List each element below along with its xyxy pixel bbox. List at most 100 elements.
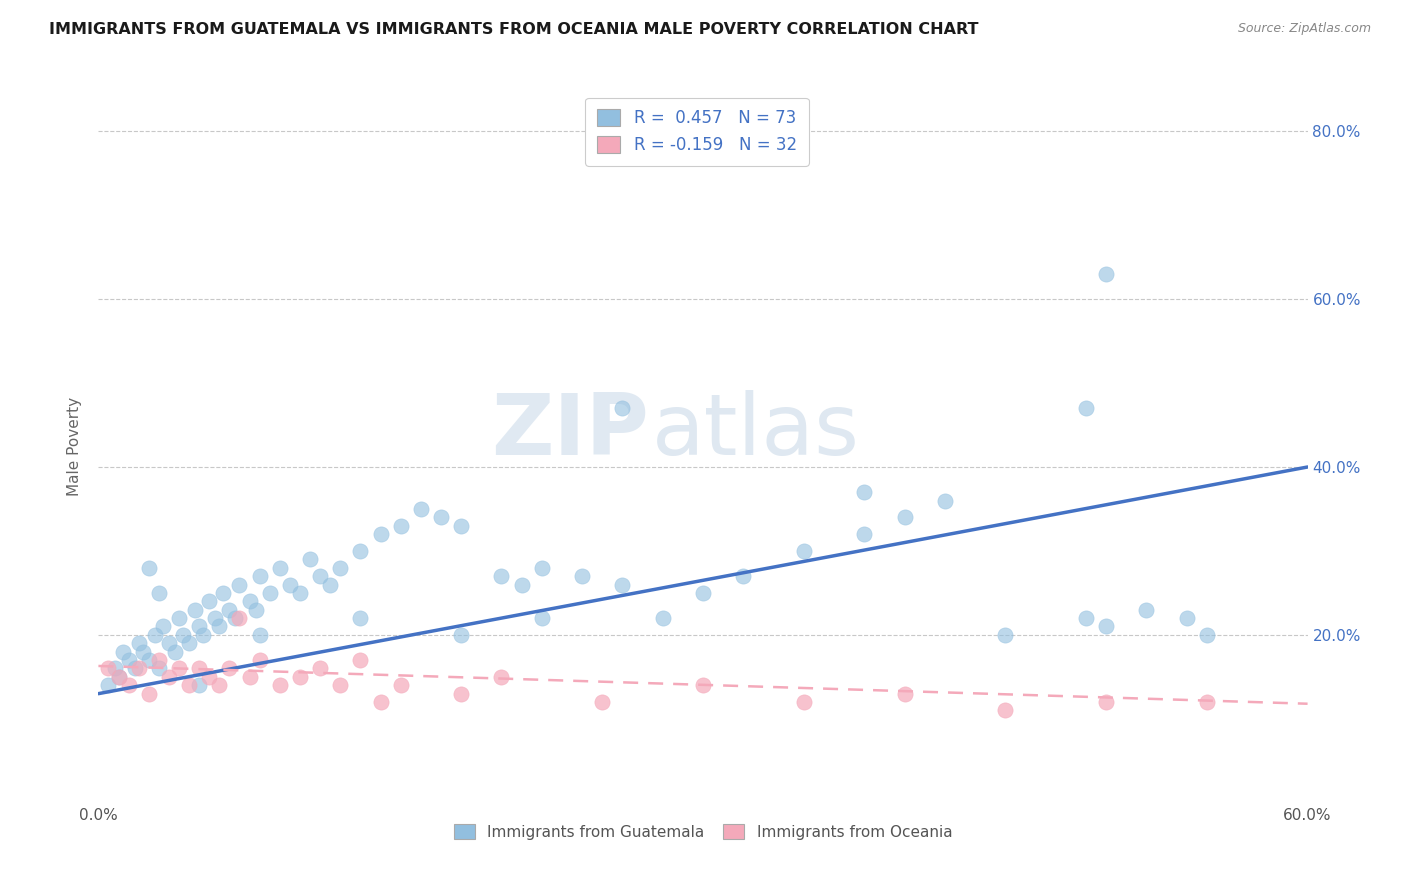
Point <box>245 603 267 617</box>
Point <box>148 586 170 600</box>
Point <box>249 569 271 583</box>
Point <box>329 560 352 574</box>
Point <box>218 603 240 617</box>
Point <box>733 569 755 583</box>
Point <box>853 527 876 541</box>
Point <box>612 577 634 591</box>
Point <box>793 544 815 558</box>
Point <box>370 695 392 709</box>
Point <box>288 670 311 684</box>
Point <box>994 703 1017 717</box>
Point <box>239 594 262 608</box>
Point <box>530 611 553 625</box>
Point <box>97 678 120 692</box>
Point <box>148 653 170 667</box>
Point <box>692 586 714 600</box>
Point <box>148 661 170 675</box>
Point <box>1095 695 1118 709</box>
Point <box>853 485 876 500</box>
Point <box>450 628 472 642</box>
Point <box>994 628 1017 642</box>
Point <box>152 619 174 633</box>
Point <box>103 661 125 675</box>
Point <box>349 653 371 667</box>
Point <box>571 569 593 583</box>
Point <box>934 493 956 508</box>
Point <box>249 628 271 642</box>
Point <box>612 401 634 416</box>
Text: IMMIGRANTS FROM GUATEMALA VS IMMIGRANTS FROM OCEANIA MALE POVERTY CORRELATION CH: IMMIGRANTS FROM GUATEMALA VS IMMIGRANTS … <box>49 22 979 37</box>
Point <box>793 695 815 709</box>
Point <box>138 687 160 701</box>
Point <box>208 678 231 692</box>
Point <box>111 645 134 659</box>
Point <box>389 518 412 533</box>
Point <box>218 661 240 675</box>
Text: ZIP: ZIP <box>491 390 648 474</box>
Point <box>97 661 120 675</box>
Point <box>228 611 250 625</box>
Point <box>370 527 392 541</box>
Point <box>409 502 432 516</box>
Point <box>198 670 221 684</box>
Point <box>167 661 190 675</box>
Point <box>1175 611 1198 625</box>
Point <box>204 611 226 625</box>
Point <box>138 653 160 667</box>
Legend: Immigrants from Guatemala, Immigrants from Oceania: Immigrants from Guatemala, Immigrants fr… <box>444 814 962 848</box>
Point <box>1195 695 1218 709</box>
Point <box>167 611 190 625</box>
Point <box>1095 267 1118 281</box>
Text: atlas: atlas <box>652 390 860 474</box>
Text: Source: ZipAtlas.com: Source: ZipAtlas.com <box>1237 22 1371 36</box>
Point <box>239 670 262 684</box>
Point <box>319 577 342 591</box>
Point <box>157 636 180 650</box>
Point <box>184 603 207 617</box>
Point <box>107 670 129 684</box>
Point <box>651 611 673 625</box>
Point <box>349 611 371 625</box>
Point <box>450 518 472 533</box>
Point <box>193 628 215 642</box>
Point <box>591 695 613 709</box>
Point <box>491 569 513 583</box>
Point <box>228 577 250 591</box>
Point <box>163 645 186 659</box>
Point <box>1095 619 1118 633</box>
Point <box>128 661 150 675</box>
Point <box>224 611 246 625</box>
Point <box>450 687 472 701</box>
Point <box>179 678 201 692</box>
Point <box>278 577 301 591</box>
Point <box>299 552 322 566</box>
Point <box>530 560 553 574</box>
Point <box>692 678 714 692</box>
Point <box>132 645 155 659</box>
Point <box>118 653 141 667</box>
Point <box>893 687 915 701</box>
Point <box>389 678 412 692</box>
Point <box>259 586 281 600</box>
Point <box>198 594 221 608</box>
Point <box>188 678 211 692</box>
Point <box>309 569 332 583</box>
Point <box>288 586 311 600</box>
Point <box>1135 603 1157 617</box>
Point <box>1195 628 1218 642</box>
Point <box>510 577 533 591</box>
Point <box>138 560 160 574</box>
Point <box>269 560 291 574</box>
Y-axis label: Male Poverty: Male Poverty <box>67 396 83 496</box>
Point <box>179 636 201 650</box>
Point <box>118 678 141 692</box>
Point <box>143 628 166 642</box>
Point <box>893 510 915 524</box>
Point <box>128 636 150 650</box>
Point <box>212 586 235 600</box>
Point <box>309 661 332 675</box>
Point <box>349 544 371 558</box>
Point <box>249 653 271 667</box>
Point <box>188 619 211 633</box>
Point <box>124 661 146 675</box>
